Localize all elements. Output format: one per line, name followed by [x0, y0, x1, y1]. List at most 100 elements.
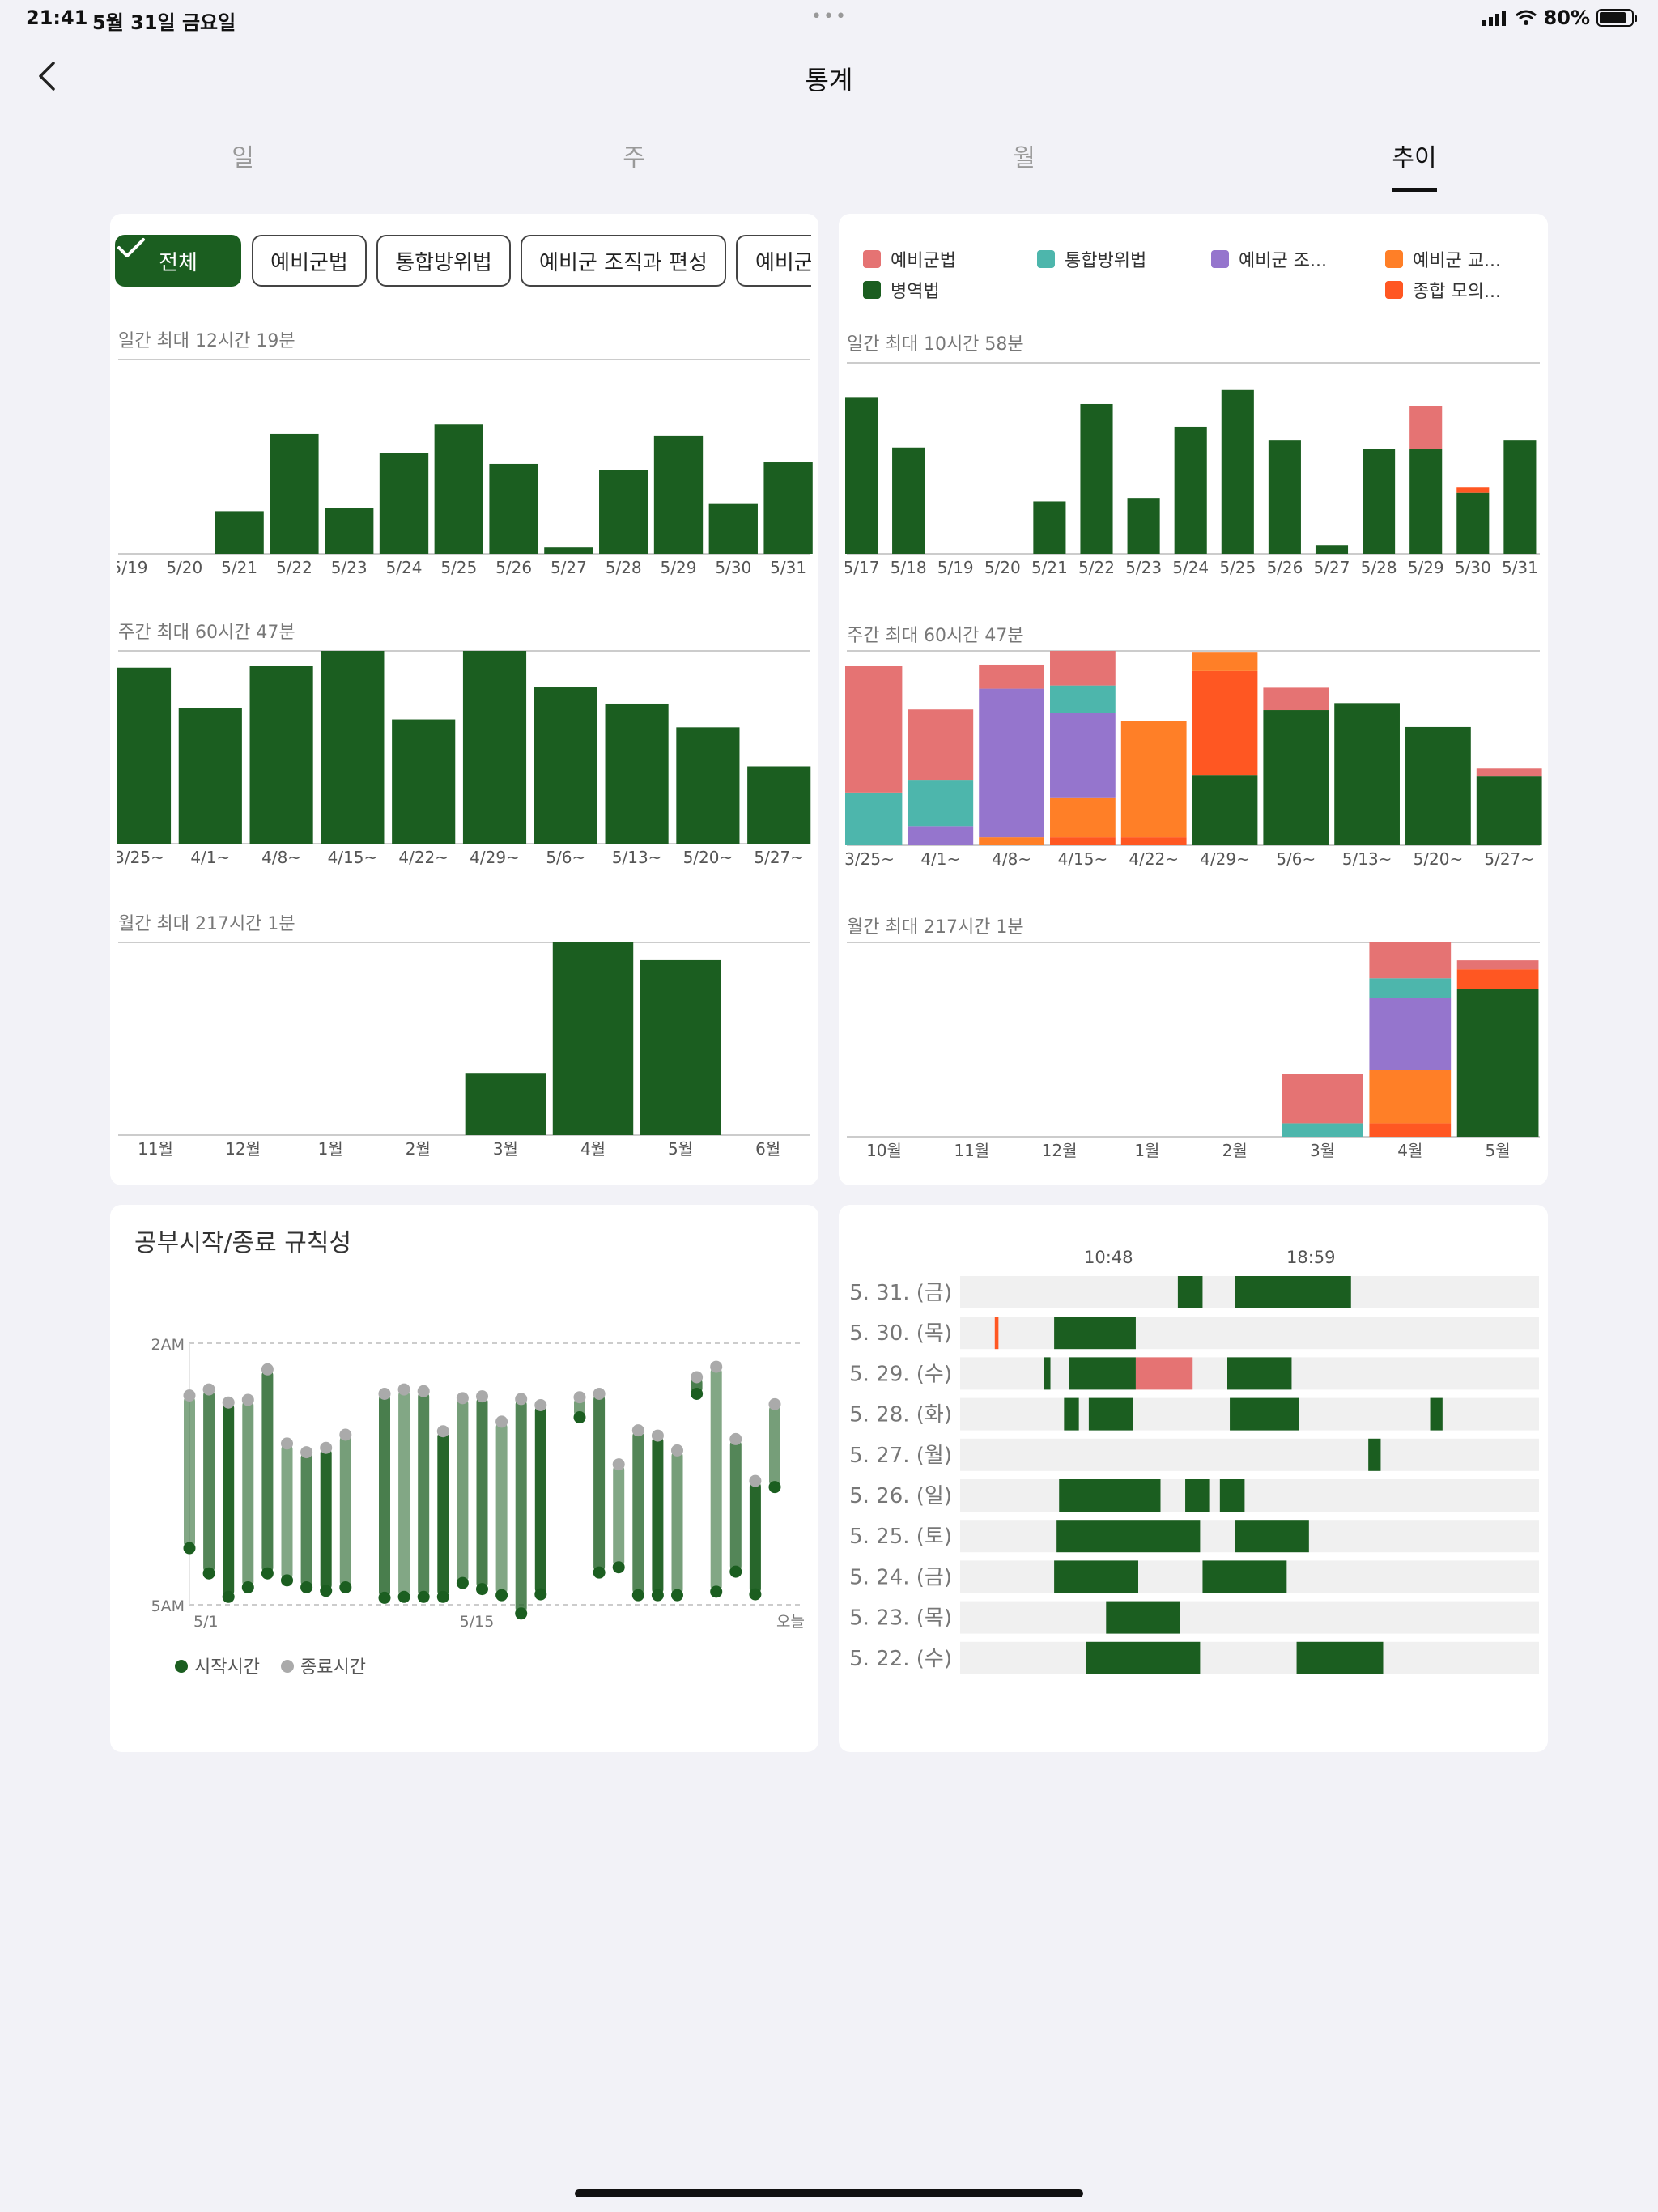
chip-integrated-defense-law[interactable]: 통합방위법: [376, 235, 511, 287]
bar: [249, 666, 313, 844]
bar-segment: [1080, 403, 1113, 554]
time-range-bar: [729, 1439, 742, 1572]
tab-day[interactable]: 일: [232, 144, 254, 172]
start-time-dot: [436, 1590, 449, 1603]
bar-segment: [908, 826, 974, 845]
bar-segment: [1369, 942, 1452, 979]
bar-segment: [908, 780, 974, 827]
timeline-segment: [1368, 1438, 1381, 1471]
end-time-dot: [417, 1385, 430, 1397]
end-time-dot: [691, 1371, 704, 1384]
home-indicator[interactable]: [575, 2189, 1083, 2197]
timeline-segment: [994, 1317, 999, 1350]
tab-week[interactable]: 주: [623, 144, 645, 172]
bar-segment: [979, 688, 1044, 838]
timeline-segment: [1219, 1479, 1245, 1512]
start-time-dot: [320, 1585, 333, 1597]
x-tick-label: 4/1~: [920, 849, 960, 869]
x-tick-label: 4/8~: [261, 848, 301, 867]
legend-label: 종합 모의...: [1413, 282, 1501, 302]
legend-label: 예비군법: [891, 251, 956, 271]
time-range-bar: [495, 1421, 508, 1596]
legend-dot: [281, 1660, 294, 1673]
tab-trend[interactable]: 추이: [1333, 138, 1495, 192]
start-time-dot: [417, 1590, 430, 1603]
bar: [534, 687, 597, 844]
end-time-dot: [397, 1383, 410, 1396]
time-range-bar: [203, 1389, 215, 1574]
chip-reserve-law[interactable]: 예비군법: [252, 235, 367, 287]
legend-item: 통합방위법: [1037, 246, 1146, 272]
x-tick-label: 1월: [1134, 1141, 1159, 1160]
bar: [763, 462, 813, 554]
end-time-dot: [612, 1458, 625, 1471]
time-range-bar: [261, 1369, 274, 1574]
bar: [640, 959, 721, 1135]
battery-percent: 80%: [1543, 6, 1590, 29]
bar-segment: [1369, 1123, 1452, 1137]
multitasking-dots-icon[interactable]: •••: [811, 6, 848, 27]
x-tick-label: 5/23: [1125, 558, 1162, 577]
end-time-dot: [320, 1441, 333, 1454]
timeline-segment: [1054, 1317, 1136, 1350]
time-range-bar: [613, 1464, 625, 1568]
legend-item: 예비군 조...: [1211, 246, 1327, 272]
start-time-dot: [573, 1411, 586, 1424]
x-tick-label: 4월: [580, 1139, 606, 1159]
bar-segment: [1369, 998, 1452, 1070]
y-tick-label: 5AM: [151, 1597, 185, 1615]
x-tick-label: 5/29: [661, 558, 697, 577]
subject-charts-card: 예비군법 통합방위법 예비군 조... 예비군 교... 병역법 종합 모의..…: [839, 214, 1548, 1185]
y-tick-label: 2AM: [151, 1336, 185, 1354]
start-time-dot: [222, 1590, 235, 1603]
x-tick-label: 5/19: [112, 558, 148, 577]
subject-charts-svg: 일간 최대 10시간 58분 5/17 5/18 5/19 5/20 5/21 5/22 5/…: [845, 334, 1542, 1160]
bar-segment: [845, 666, 903, 793]
x-tick-label: 5월: [1486, 1141, 1511, 1160]
start-time-dot: [476, 1583, 488, 1596]
timeline-segment: [1185, 1479, 1210, 1512]
bar-segment: [1120, 837, 1187, 845]
end-time-dot: [456, 1392, 469, 1405]
chip-reserve-more[interactable]: 예비군: [736, 235, 811, 287]
total-charts-card: 전체 예비군법 통합방위법 예비군 조직과 편성 예비군 일간 최대 12시간 …: [110, 214, 818, 1185]
x-tick-label: 5/25: [1219, 558, 1256, 577]
timeline-segment: [1054, 1560, 1138, 1593]
timeline-row-label: 5. 24. (금): [849, 1565, 952, 1589]
legend-label: 병역법: [891, 282, 940, 302]
timeline-segment: [1069, 1357, 1136, 1390]
end-time-dot: [261, 1363, 274, 1376]
time-range-bar: [379, 1393, 390, 1598]
x-tick-label: 5/20~: [1414, 849, 1464, 869]
bar: [462, 651, 527, 844]
bar-segment: [1221, 389, 1254, 554]
legend-swatch: [1385, 250, 1403, 268]
bar: [708, 503, 758, 554]
bar: [552, 942, 634, 1135]
end-time-dot: [378, 1387, 391, 1400]
subject-legend: 예비군법 통합방위법 예비군 조... 예비군 교... 병역법 종합 모의..…: [863, 246, 1543, 311]
bar: [117, 667, 172, 844]
time-range-bar: [515, 1398, 527, 1614]
timeline-segment: [1106, 1601, 1180, 1634]
timeline-segment: [1086, 1641, 1201, 1674]
bar-segment: [892, 447, 925, 554]
time-range-bar: [534, 1405, 546, 1595]
bar: [605, 703, 669, 844]
x-tick-label: 5/30: [1455, 558, 1491, 577]
end-time-dot: [749, 1474, 762, 1487]
x-tick-label: 5/23: [331, 558, 368, 577]
chip-reserve-organization[interactable]: 예비군 조직과 편성: [521, 235, 726, 287]
bar: [325, 508, 374, 554]
tab-month[interactable]: 월: [1013, 144, 1035, 172]
x-tick-label: 4/29~: [1200, 849, 1250, 869]
chip-all[interactable]: 전체: [115, 235, 241, 287]
x-tick-label: 4/8~: [992, 849, 1031, 869]
x-tick-label: 4/1~: [190, 848, 230, 867]
x-tick-label: 5/21: [1031, 558, 1068, 577]
end-time-dot: [222, 1396, 235, 1409]
back-chevron-icon[interactable]: [32, 60, 62, 92]
chart-title: 월간 최대 217시간 1분: [118, 914, 295, 934]
legend-swatch: [1385, 281, 1403, 299]
bar: [392, 719, 456, 844]
